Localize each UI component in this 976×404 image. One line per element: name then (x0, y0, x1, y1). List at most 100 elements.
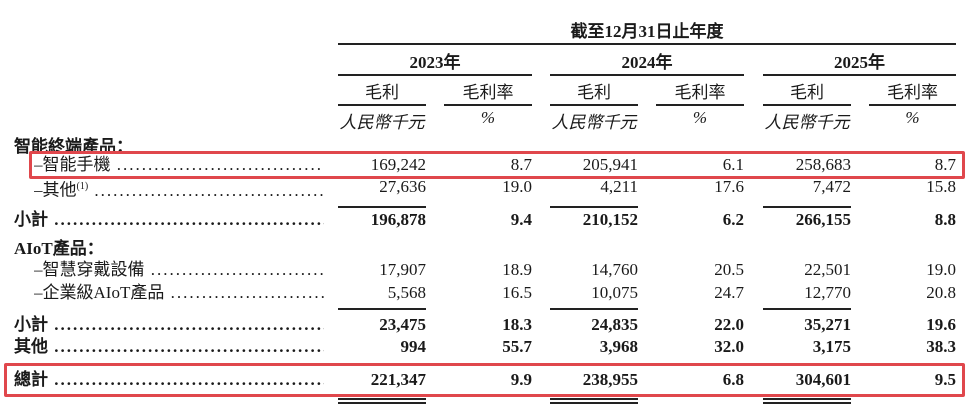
unit-gp: 人民幣千元 (551, 113, 637, 132)
cell: 221,347 (370, 370, 426, 389)
cell: 238,955 (582, 370, 638, 389)
cell: 55.7 (502, 337, 532, 356)
cell: 9.5 (934, 370, 956, 389)
col-gp: 毛利 (790, 83, 824, 102)
table-row-subtotal: 小計 23,475 18.3 24,835 22.0 35,271 19.6 (0, 314, 976, 336)
cell: 38.3 (926, 337, 956, 356)
divider (550, 308, 638, 310)
row-label: –智能手機 (34, 154, 324, 176)
cell: 24.7 (714, 283, 744, 302)
cell: 17,907 (379, 260, 426, 279)
highlight-box (29, 151, 965, 179)
row-label: 小計 (14, 314, 324, 336)
table-row: –企業級AIoT產品 5,568 16.5 10,075 24.7 12,770 20.8 (0, 282, 976, 304)
row-label: –其他(1) (34, 176, 324, 202)
row-label: 小計 (14, 209, 324, 231)
table-row-subtotal: 小計 196,878 9.4 210,152 6.2 266,155 8.8 (0, 209, 976, 231)
cell: 3,968 (599, 337, 638, 356)
double-underline (550, 398, 638, 400)
cell: 20.8 (926, 283, 956, 302)
cell: 15.8 (926, 177, 956, 196)
divider (338, 104, 426, 106)
cell: 210,152 (582, 210, 638, 229)
cell: 23,475 (379, 315, 426, 334)
cell: 17.6 (714, 177, 744, 196)
cell: 8.8 (934, 210, 956, 229)
row-label: –企業級AIoT產品 (34, 282, 324, 304)
divider (550, 74, 744, 76)
year-2024: 2024年 (621, 53, 673, 72)
cell: 9.9 (510, 370, 532, 389)
table-row: –智能手機 169,242 8.7 205,941 6.1 258,683 8.7 (0, 154, 976, 176)
cell: 19.0 (926, 260, 956, 279)
unit-gp: 人民幣千元 (764, 113, 850, 132)
cell: 205,941 (582, 155, 638, 174)
section-aiot: AIoT產品： (14, 239, 104, 258)
unit-gm: % (905, 108, 920, 127)
unit-gp: 人民幣千元 (339, 113, 425, 132)
col-gm: 毛利率 (887, 83, 938, 102)
double-underline (763, 398, 851, 400)
col-gp: 毛利 (577, 83, 611, 102)
year-2025: 2025年 (834, 53, 885, 72)
cell: 266,155 (795, 210, 851, 229)
divider (444, 104, 532, 106)
cell: 5,568 (387, 283, 426, 302)
cell: 8.7 (510, 155, 532, 174)
cell: 22.0 (714, 315, 744, 334)
divider (550, 104, 638, 106)
divider (338, 206, 426, 208)
divider (656, 104, 744, 106)
table-row-others: 其他 994 55.7 3,968 32.0 3,175 38.3 (0, 336, 976, 358)
cell: 22,501 (804, 260, 851, 279)
divider (763, 308, 851, 310)
cell: 19.0 (502, 177, 532, 196)
cell: 18.9 (502, 260, 532, 279)
label-text: –其他 (34, 180, 77, 200)
cell: 304,601 (795, 370, 851, 389)
double-underline (338, 402, 426, 404)
cell: 169,242 (370, 155, 426, 174)
highlight-box (4, 363, 965, 397)
double-underline (338, 398, 426, 400)
divider (338, 308, 426, 310)
cell: 16.5 (502, 283, 532, 302)
cell: 6.2 (722, 210, 744, 229)
cell: 9.4 (510, 210, 532, 229)
table-row: –智慧穿戴設備 17,907 18.9 14,760 20.5 22,501 19.0 (0, 259, 976, 281)
cell: 6.1 (722, 155, 744, 174)
cell: 35,271 (804, 315, 851, 334)
cell: 10,075 (591, 283, 638, 302)
cell: 8.7 (934, 155, 956, 174)
cell: 7,472 (812, 177, 851, 196)
cell: 4,211 (600, 177, 638, 196)
col-gm: 毛利率 (462, 83, 514, 102)
divider (763, 206, 851, 208)
cell: 20.5 (714, 260, 744, 279)
table-row: –其他(1) 27,636 19.0 4,211 17.6 7,472 15.8 (0, 176, 976, 200)
cell: 24,835 (591, 315, 638, 334)
divider (763, 74, 956, 76)
divider (338, 43, 956, 45)
row-label: 其他 (14, 336, 324, 358)
cell: 994 (400, 337, 427, 356)
cell: 32.0 (714, 337, 744, 356)
cell: 196,878 (370, 210, 426, 229)
cell: 3,175 (812, 337, 851, 356)
table-row-total: 總計 221,347 9.9 238,955 6.8 304,601 9.5 (0, 369, 976, 391)
col-gp: 毛利 (365, 83, 399, 102)
cell: 6.8 (722, 370, 744, 389)
cell: 258,683 (795, 155, 851, 174)
col-gm: 毛利率 (674, 83, 726, 102)
cell: 18.3 (502, 315, 532, 334)
unit-gm: % (480, 108, 496, 127)
cell: 12,770 (804, 283, 851, 302)
row-label: –智慧穿戴設備 (34, 259, 324, 281)
divider (763, 104, 851, 106)
double-underline (763, 402, 851, 404)
row-label: 總計 (14, 369, 324, 391)
divider (869, 104, 956, 106)
cell: 19.6 (926, 315, 956, 334)
cell: 27,636 (379, 177, 426, 196)
